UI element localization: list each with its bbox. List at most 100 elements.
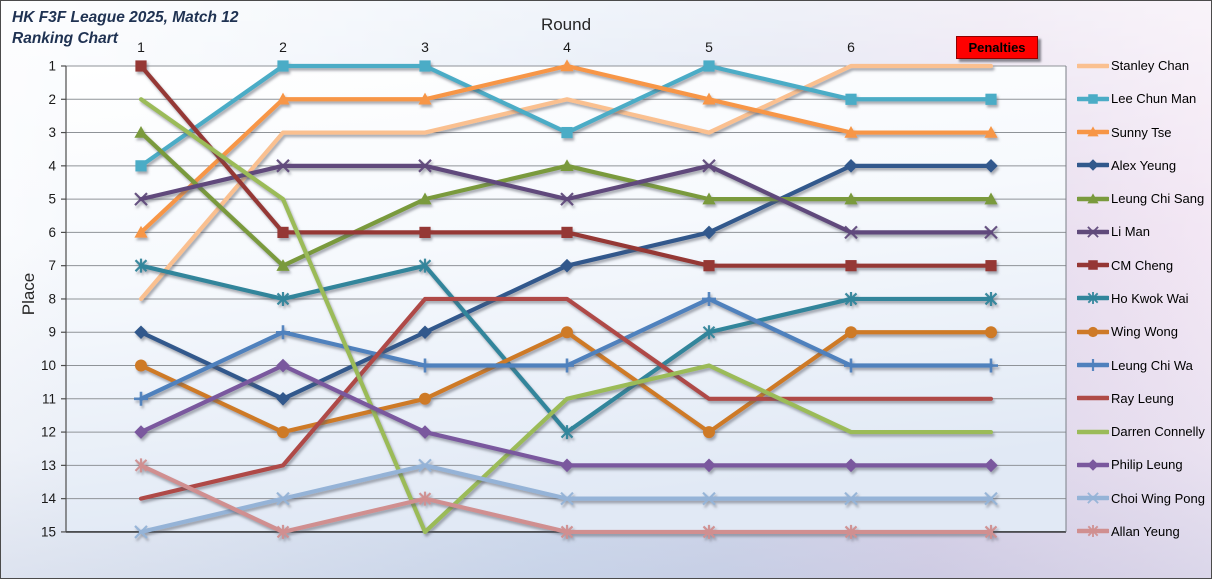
series-marker [134, 425, 148, 439]
y-tick-label: 8 [48, 291, 56, 306]
y-tick-label: 15 [41, 524, 56, 539]
legend-item-ray-leung[interactable]: Ray Leung [1077, 389, 1174, 407]
series-marker [1087, 226, 1099, 238]
series-lee-chun-man [135, 60, 997, 172]
legend-label: Leung Chi Wa [1111, 357, 1193, 373]
legend-label: Li Man [1111, 224, 1151, 240]
series-marker [1087, 459, 1099, 471]
series-marker [844, 458, 858, 473]
legend-item-sunny-tse[interactable]: Sunny Tse [1077, 123, 1171, 141]
legend-item-choi-wing-pong[interactable]: Choi Wing Pong [1077, 489, 1205, 507]
y-tick-label: 1 [48, 59, 56, 74]
series-marker [276, 491, 290, 506]
series-marker [1087, 192, 1099, 204]
series-marker [984, 125, 998, 138]
series-marker [418, 425, 432, 439]
legend-item-allan-yeung[interactable]: Allan Yeung [1077, 522, 1180, 540]
legend-item-philip-leung[interactable]: Philip Leung [1077, 456, 1183, 474]
series-marker [134, 192, 148, 206]
legend-item-lee-chun-man[interactable]: Lee Chun Man [1077, 90, 1196, 108]
legend-item-alex-yeung[interactable]: Alex Yeung [1077, 156, 1176, 174]
legend-swatch [1077, 63, 1109, 68]
series-leung-chi-sang [134, 125, 998, 271]
series-marker [844, 159, 858, 173]
legend-label: Stanley Chan [1111, 58, 1190, 73]
legend-item-ho-kwok-wai[interactable]: Ho Kwok Wai [1077, 289, 1189, 307]
legend-item-leung-chi-wa[interactable]: Leung Chi Wa [1077, 356, 1193, 374]
series-li-man [134, 159, 998, 240]
y-tick-label: 2 [48, 92, 56, 107]
series-marker [419, 60, 431, 72]
series-marker [560, 458, 574, 473]
series-marker [1088, 94, 1098, 104]
series-marker [560, 159, 574, 172]
series-marker [276, 392, 290, 406]
series-philip-leung [134, 358, 998, 473]
series-marker [702, 192, 716, 205]
y-tick-label: 11 [42, 391, 56, 406]
series-marker [844, 524, 858, 539]
series-line-stanley-chan[interactable] [138, 63, 994, 302]
chart-title: HK F3F League 2025, Match 12 Ranking Cha… [12, 7, 239, 49]
legend-swatch [1077, 359, 1109, 371]
series-marker [561, 326, 573, 339]
series-marker [134, 391, 148, 406]
series-wing-wong [135, 326, 997, 439]
series-marker [418, 358, 432, 373]
series-marker [418, 458, 432, 473]
series-marker [703, 260, 715, 272]
series-marker [561, 126, 573, 139]
legend-swatch [1077, 492, 1109, 504]
x-tick-label: 1 [137, 39, 145, 55]
x-tick-label: 4 [563, 39, 571, 55]
legend-swatch [1077, 326, 1109, 337]
legend-swatch [1077, 429, 1109, 434]
y-tick-label: 14 [41, 491, 57, 506]
series-stanley-chan [138, 63, 994, 302]
series-line-ray-leung[interactable] [138, 296, 994, 501]
legend-item-darren-connelly[interactable]: Darren Connelly [1077, 423, 1205, 441]
series-marker [560, 524, 574, 539]
legend-item-leung-chi-sang[interactable]: Leung Chi Sang [1077, 190, 1204, 208]
legend-item-wing-wong[interactable]: Wing Wong [1077, 323, 1178, 341]
series-marker [418, 159, 432, 173]
legend-label: Darren Connelly [1111, 424, 1205, 440]
series-marker [844, 225, 858, 240]
legend-item-stanley-chan[interactable]: Stanley Chan [1077, 57, 1189, 75]
series-marker [702, 92, 716, 105]
chart-title-line1: HK F3F League 2025, Match 12 [12, 9, 239, 26]
legend-swatch [1077, 260, 1109, 270]
series-alex-yeung [134, 159, 998, 406]
series-line-darren-connelly[interactable] [138, 97, 994, 535]
penalties-button[interactable]: Penalties [956, 36, 1038, 59]
series-marker [276, 325, 290, 340]
series-marker [702, 491, 716, 506]
series-marker [702, 325, 716, 340]
series-marker [276, 524, 290, 539]
series-marker [134, 525, 148, 539]
series-marker [560, 258, 574, 273]
series-marker [135, 60, 147, 72]
legend-item-li-man[interactable]: Li Man [1077, 223, 1150, 241]
series-marker [277, 426, 289, 439]
legend-swatch [1077, 226, 1109, 238]
legend-item-cm-cheng[interactable]: CM Cheng [1077, 256, 1173, 274]
series-marker [984, 291, 998, 306]
legend-swatch [1077, 94, 1109, 104]
series-marker [276, 259, 290, 271]
series-marker [276, 159, 290, 173]
series-marker [1087, 159, 1099, 172]
series-marker [844, 358, 858, 373]
series-marker [703, 426, 715, 439]
series-marker [702, 291, 716, 306]
series-marker [984, 524, 998, 539]
series-marker [702, 458, 716, 473]
legend-swatch [1077, 159, 1109, 172]
legend-label: Allan Yeung [1111, 523, 1180, 539]
legend-swatch [1077, 292, 1109, 305]
series-marker [277, 60, 289, 72]
series-marker [276, 92, 290, 105]
